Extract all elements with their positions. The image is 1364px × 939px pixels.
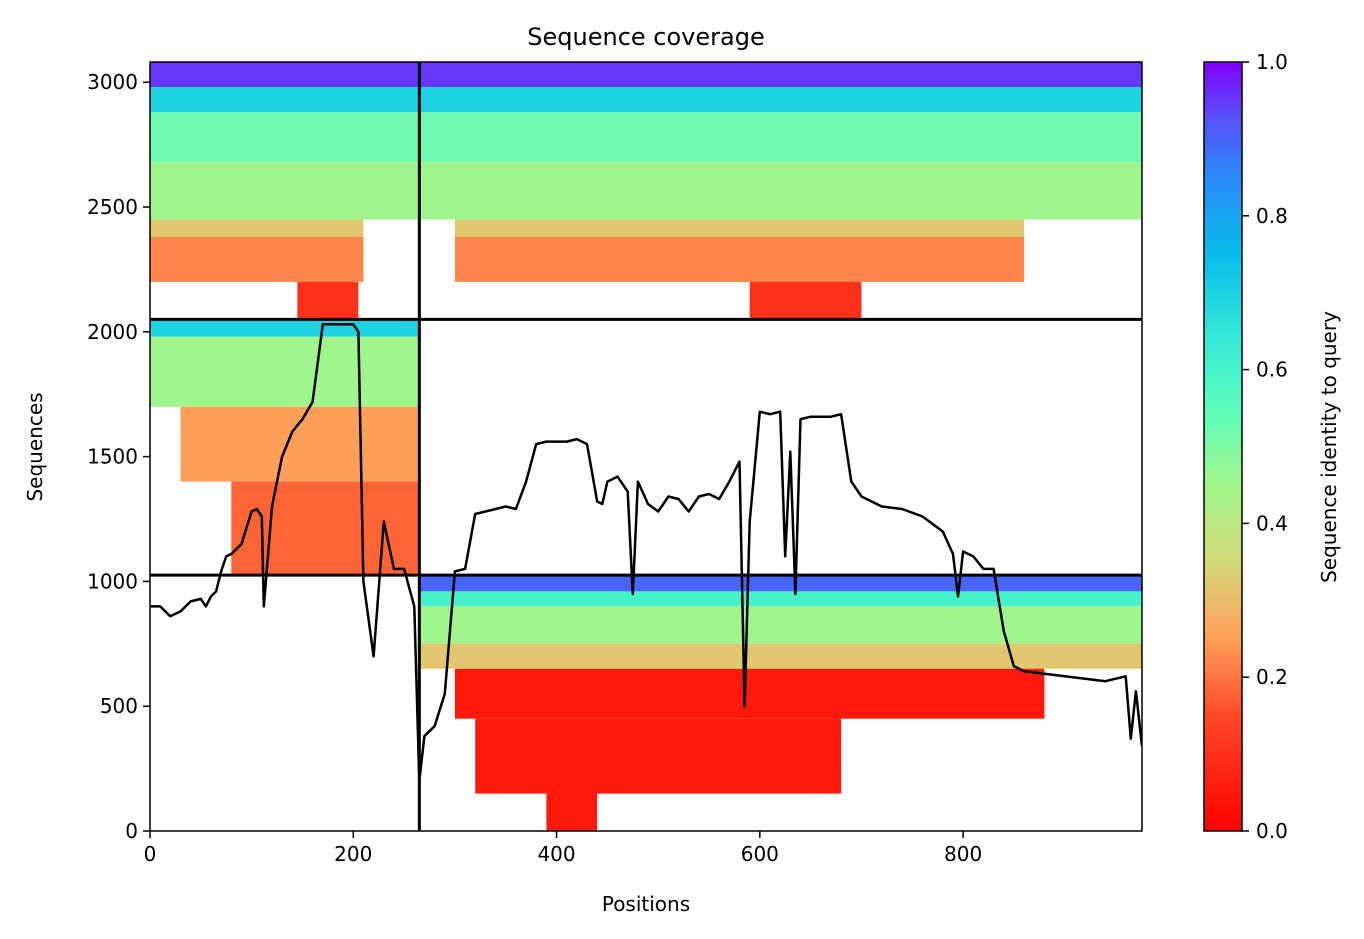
plot-frame [149,61,1143,832]
x-tick-label: 800 [944,842,982,866]
x-tick-label: 400 [537,842,575,866]
identity-band [419,87,1142,113]
colorbar [1203,61,1243,832]
y-tick-label: 2000 [87,320,138,344]
heatmap-block-3 [419,62,1142,320]
identity-band [419,643,1142,669]
identity-band [150,336,420,407]
colorbar-tick-label: 1.0 [1256,50,1288,74]
y-tick-label: 0 [125,819,138,843]
identity-band [419,591,1142,607]
y-tick-label: 1500 [87,445,138,469]
x-tick-label: 200 [334,842,372,866]
identity-band [419,62,1142,88]
x-tick-label: 0 [144,842,157,866]
coverage-heatmap [150,62,1142,831]
identity-band [150,62,420,88]
identity-band [150,87,420,113]
colorbar-tick-label: 0.8 [1256,204,1288,228]
colorbar-tick-label: 0.4 [1256,511,1288,535]
identity-band [419,575,1142,592]
identity-band [150,319,420,337]
chart-title: Sequence coverage [527,23,764,51]
y-tick-label: 1000 [87,569,138,593]
colorbar-label: Sequence identity to query [1317,311,1341,583]
identity-band [419,112,1142,163]
identity-band [475,718,842,794]
block-dividers [150,62,1142,831]
identity-band [419,606,1142,644]
identity-band [454,236,1025,282]
identity-band [150,236,364,282]
identity-band [180,406,420,482]
heatmap-block-4 [419,575,1142,831]
heatmap-block-1 [150,62,420,320]
colorbar-tick-label: 0.6 [1256,358,1288,382]
identity-band [297,281,359,320]
identity-band [454,668,1045,719]
identity-band [454,219,1025,237]
y-axis-label: Sequences [23,392,47,501]
x-tick-label: 600 [741,842,779,866]
y-axis: 0 500 1000 1500 2000 2500 3000 [87,70,150,843]
colorbar-tick-label: 0.2 [1256,665,1288,689]
colorbar-axis: 0.0 0.2 0.4 0.6 0.8 1.0 [1242,50,1288,843]
identity-band [419,162,1142,220]
colorbar-tick-label: 0.0 [1256,819,1288,843]
x-axis-label: Positions [602,892,690,916]
identity-band [150,112,420,163]
y-tick-label: 500 [100,694,138,718]
y-tick-label: 2500 [87,195,138,219]
y-tick-label: 3000 [87,70,138,94]
identity-band [749,281,862,320]
identity-band [546,793,598,831]
x-axis: 0 200 400 600 800 [144,831,982,866]
identity-band [150,219,364,237]
identity-band [150,162,420,220]
coverage-line [150,323,1142,783]
